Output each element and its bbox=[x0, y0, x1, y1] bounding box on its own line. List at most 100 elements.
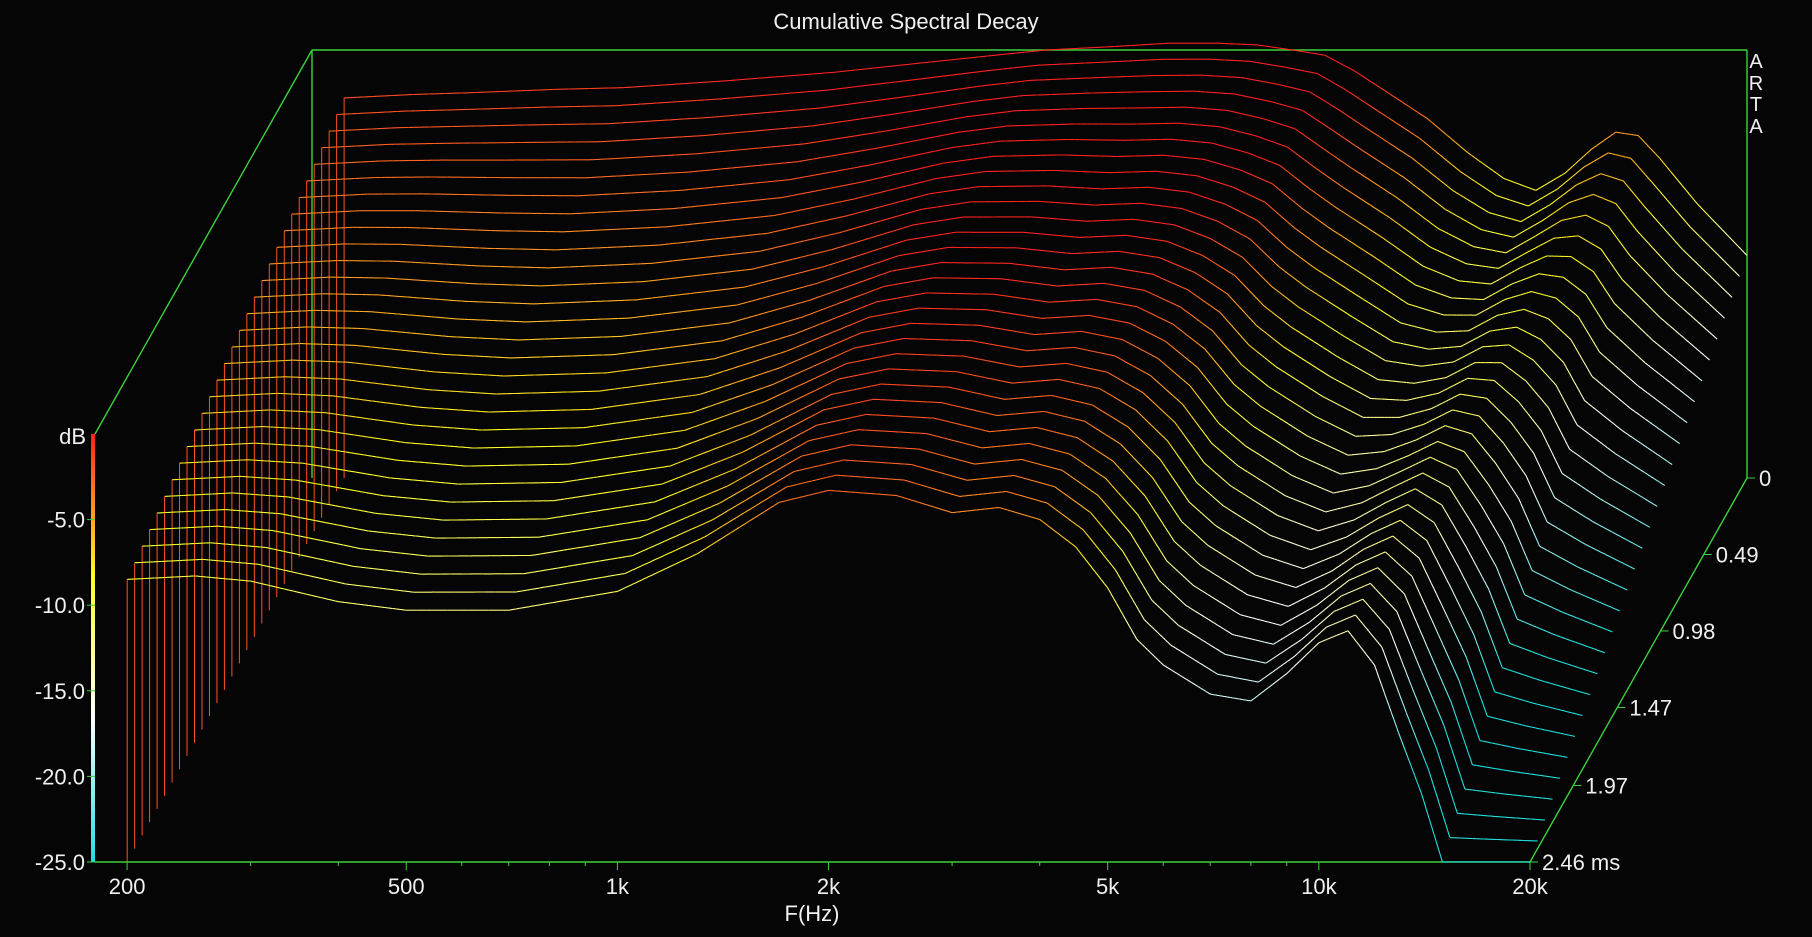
slice-segment bbox=[1481, 229, 1485, 231]
slice-segment bbox=[1469, 339, 1473, 343]
slice-segment bbox=[1440, 413, 1445, 417]
slice-segment bbox=[730, 335, 739, 339]
slice-segment bbox=[1213, 359, 1218, 364]
slice-segment bbox=[1015, 52, 1021, 54]
slice-segment bbox=[1573, 184, 1577, 188]
slice-segment bbox=[1606, 327, 1612, 332]
slice-segment bbox=[1321, 98, 1325, 102]
slice-segment bbox=[1637, 198, 1641, 202]
slice-segment bbox=[1387, 448, 1391, 451]
slice-segment bbox=[1423, 380, 1427, 383]
slice-segment bbox=[1248, 114, 1253, 117]
slice-segment bbox=[850, 295, 860, 300]
slice-segment bbox=[790, 209, 799, 213]
slice-segment bbox=[1241, 113, 1245, 115]
slice-segment bbox=[699, 169, 711, 172]
slice-segment bbox=[1584, 430, 1589, 434]
slice-segment bbox=[1273, 287, 1278, 291]
slice-segment bbox=[1614, 177, 1617, 180]
slice-segment bbox=[1377, 234, 1383, 239]
slice-segment bbox=[898, 254, 904, 257]
slice-segment bbox=[1477, 227, 1482, 231]
slice-segment bbox=[585, 176, 597, 179]
slice-segment bbox=[1659, 481, 1666, 486]
slice-segment bbox=[1305, 51, 1309, 54]
slice-segment bbox=[1228, 405, 1233, 409]
slice-segment bbox=[1613, 266, 1617, 271]
slice-segment bbox=[1274, 141, 1278, 145]
slice-segment bbox=[1463, 173, 1468, 177]
slice-segment bbox=[1412, 183, 1418, 188]
slice-segment bbox=[727, 201, 739, 204]
slice-segment bbox=[1503, 263, 1508, 266]
slice-segment bbox=[1284, 296, 1288, 299]
slice-segment bbox=[1452, 190, 1457, 194]
slice-segment bbox=[1664, 377, 1671, 383]
slice-segment bbox=[1138, 236, 1143, 239]
slice-segment bbox=[872, 220, 881, 224]
slice-segment bbox=[908, 308, 914, 311]
slice-segment bbox=[1314, 53, 1319, 55]
slice-segment bbox=[1206, 302, 1211, 307]
slice-segment bbox=[596, 176, 607, 178]
slice-segment bbox=[1155, 275, 1160, 278]
slice-segment bbox=[1579, 262, 1583, 265]
slice-segment bbox=[1614, 153, 1618, 156]
slice-segment bbox=[1543, 255, 1547, 258]
slice-segment bbox=[752, 282, 761, 286]
slice-segment bbox=[1405, 229, 1411, 233]
slice-segment bbox=[1525, 355, 1529, 358]
slice-segment bbox=[1498, 384, 1502, 388]
slice-segment bbox=[1328, 301, 1334, 306]
slice-segment bbox=[1287, 349, 1293, 353]
slice-segment bbox=[1721, 287, 1728, 293]
slice-segment bbox=[1207, 352, 1212, 357]
slice-segment bbox=[1596, 220, 1600, 223]
slice-segment bbox=[1498, 214, 1502, 217]
slice-segment bbox=[629, 191, 640, 194]
slice-segment bbox=[1554, 198, 1559, 202]
slice-segment bbox=[765, 111, 777, 114]
slice-segment bbox=[1352, 267, 1359, 272]
slice-segment bbox=[1136, 326, 1141, 329]
slice-segment bbox=[1174, 224, 1179, 227]
slice-segment bbox=[1342, 186, 1348, 191]
slice-segment bbox=[1528, 522, 1532, 528]
slice-segment bbox=[1596, 495, 1601, 500]
slice-segment bbox=[1418, 306, 1423, 309]
slice-segment bbox=[731, 218, 743, 221]
slice-segment bbox=[1290, 224, 1295, 228]
slice-segment bbox=[1096, 298, 1101, 301]
slice-segment bbox=[1422, 114, 1428, 119]
slice-segment bbox=[1411, 412, 1416, 415]
slice-segment bbox=[1614, 453, 1621, 458]
slice-segment bbox=[1402, 151, 1408, 156]
slice-segment bbox=[1096, 316, 1102, 319]
slice-segment bbox=[1271, 46, 1275, 48]
slice-segment bbox=[715, 80, 726, 83]
slice-segment bbox=[1302, 50, 1306, 53]
slice-segment bbox=[1165, 205, 1170, 208]
slice-segment bbox=[1259, 62, 1264, 65]
slice-segment bbox=[1277, 391, 1283, 396]
slice-segment bbox=[1602, 173, 1606, 176]
slice-segment bbox=[1704, 241, 1711, 247]
slice-segment bbox=[1368, 326, 1373, 330]
slice-segment bbox=[1565, 504, 1571, 508]
slice-segment bbox=[807, 252, 817, 256]
slice-segment bbox=[1505, 417, 1509, 421]
slice-segment bbox=[1406, 399, 1410, 401]
slice-segment bbox=[1237, 94, 1242, 96]
slice-segment bbox=[1516, 462, 1520, 467]
slice-segment bbox=[1252, 399, 1256, 403]
slice-segment bbox=[422, 315, 432, 318]
slice-segment bbox=[1533, 291, 1537, 294]
slice-segment bbox=[1109, 318, 1114, 321]
slice-segment bbox=[960, 202, 966, 204]
decay-slices bbox=[126, 42, 1748, 863]
slice-segment bbox=[1382, 262, 1388, 267]
slice-segment bbox=[1562, 303, 1566, 307]
slice-segment bbox=[1516, 349, 1520, 352]
slice-segment bbox=[1374, 256, 1380, 261]
slice-segment bbox=[1627, 433, 1633, 439]
